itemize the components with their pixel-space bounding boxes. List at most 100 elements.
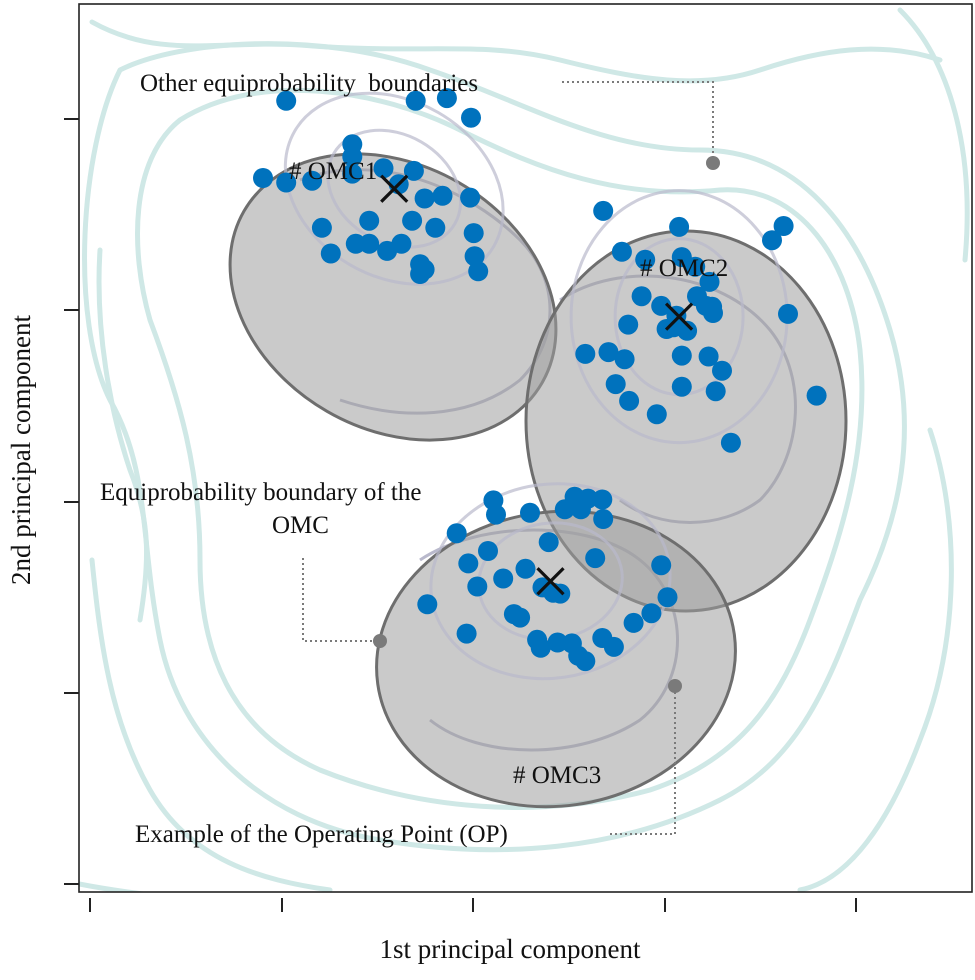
omc2-data-point xyxy=(605,374,626,395)
omc1-data-point xyxy=(468,261,489,282)
omc2-data-point xyxy=(671,345,692,366)
annotation-omc-boundary-line1: Equiprobability boundary of the xyxy=(100,479,421,506)
omc1-data-point xyxy=(276,90,297,111)
x-axis-ticks xyxy=(89,898,857,912)
omc1-data-point xyxy=(461,107,481,128)
omc2-label: # OMC2 xyxy=(640,255,728,282)
omc3-data-point xyxy=(593,509,614,529)
omc3-data-point xyxy=(467,576,488,597)
omc3-data-point xyxy=(486,504,506,525)
omc2-data-point xyxy=(669,216,690,237)
omc3-data-point xyxy=(623,612,644,633)
omc3-data-point xyxy=(458,553,479,574)
omc1-data-point xyxy=(425,217,446,238)
y-axis-label: 2nd principal component xyxy=(6,315,36,585)
omc1-data-point xyxy=(359,233,380,254)
annotation-op-dot xyxy=(668,679,682,693)
omc2-data-point xyxy=(575,343,596,364)
annotation-other-boundaries-text: Other equiprobability boundaries xyxy=(140,70,478,97)
omc1-data-point xyxy=(359,210,380,231)
omc3-data-point xyxy=(456,623,477,644)
omc3-data-point xyxy=(570,499,591,520)
omc3-data-point xyxy=(493,568,514,589)
omc3-data-point xyxy=(515,558,536,579)
omc2-data-point xyxy=(778,303,798,324)
centroid-stroke xyxy=(380,174,409,203)
omc2-data-point xyxy=(671,376,692,397)
omc1-data-point xyxy=(276,172,297,193)
omc3-data-point xyxy=(547,632,568,653)
omc2-data-point xyxy=(702,296,723,317)
omc1-data-point xyxy=(463,223,484,244)
omc2-data-point xyxy=(685,256,706,277)
omc1-data-point xyxy=(342,163,363,184)
omc2-data-point xyxy=(720,432,741,453)
omc-ellipses xyxy=(228,152,848,809)
omc3-data-point xyxy=(417,594,438,615)
omc1-data-point xyxy=(402,210,423,231)
omc1-data-point xyxy=(253,168,273,188)
omc2-centroid-marker xyxy=(664,302,694,331)
omc1-data-point xyxy=(403,160,424,181)
omc3-data-point xyxy=(657,587,678,608)
annotation-omc-boundary: Equiprobability boundary of the OMC xyxy=(100,479,421,648)
omc2-data-point xyxy=(698,346,719,367)
contour-line xyxy=(89,557,333,892)
omc3-data-point xyxy=(520,502,540,523)
omc3-data-point xyxy=(651,555,672,576)
omc1-data-point xyxy=(311,217,332,238)
omc1-data-point xyxy=(464,246,485,267)
omc2-data-point xyxy=(611,241,632,262)
omc2-data-point xyxy=(773,216,794,236)
centroid-stroke xyxy=(536,567,565,596)
y-axis-ticks xyxy=(64,118,79,885)
omc1-data-point xyxy=(410,264,431,284)
annotation-omc-leader xyxy=(302,558,374,642)
omc1-data-point xyxy=(373,158,394,179)
contour-line xyxy=(897,7,970,263)
omc2-data-point xyxy=(593,200,614,221)
omc2-data-point xyxy=(705,381,726,402)
omc3-data-point xyxy=(446,523,467,544)
omc2-data-point xyxy=(598,342,619,363)
omc1-data-point xyxy=(405,90,426,111)
omc1-data-point xyxy=(460,187,481,208)
omc1-data-point xyxy=(432,185,453,206)
omc2-data-point xyxy=(618,314,639,335)
omc2-data-point xyxy=(699,271,720,292)
omc1-data-point xyxy=(436,88,457,109)
omc2-data-point xyxy=(806,385,827,406)
omc2-data-point xyxy=(663,317,684,338)
x-axis-label: 1st principal component xyxy=(380,934,641,964)
plot-frame xyxy=(78,3,973,893)
omc3-data-point xyxy=(530,637,551,658)
probability-ring xyxy=(283,91,505,286)
annotation-operating-point-text: Example of the Operating Point (OP) xyxy=(135,821,508,848)
annotation-op-leader xyxy=(610,690,676,835)
annotation-omc-boundary-line2: OMC xyxy=(272,512,329,539)
centroid-markers xyxy=(380,174,694,596)
omc1-label: # OMC1 xyxy=(289,158,377,185)
annotation-omc-dot xyxy=(373,634,387,648)
omc2-data-point xyxy=(712,360,732,381)
contour-line xyxy=(96,247,150,623)
omc1-data-point xyxy=(414,188,435,209)
omc2-data-point xyxy=(635,249,656,270)
contour-line xyxy=(797,427,954,892)
omc3-data-point xyxy=(510,607,531,628)
omc3-data-point xyxy=(641,603,662,624)
annotation-other-dot xyxy=(706,156,720,170)
omc3-data-point xyxy=(538,532,559,553)
omc1-centroid-marker xyxy=(380,174,409,203)
omc3-label: # OMC3 xyxy=(513,762,601,789)
annotation-other-leader xyxy=(562,81,714,161)
centroid-stroke xyxy=(664,302,694,331)
omc3-data-point xyxy=(478,541,498,561)
omc2-data-point xyxy=(646,404,667,425)
annotation-operating-point: Example of the Operating Point (OP) xyxy=(135,679,682,848)
contour-line xyxy=(135,87,865,810)
data-points xyxy=(253,88,827,672)
omc3-data-point xyxy=(550,583,571,604)
